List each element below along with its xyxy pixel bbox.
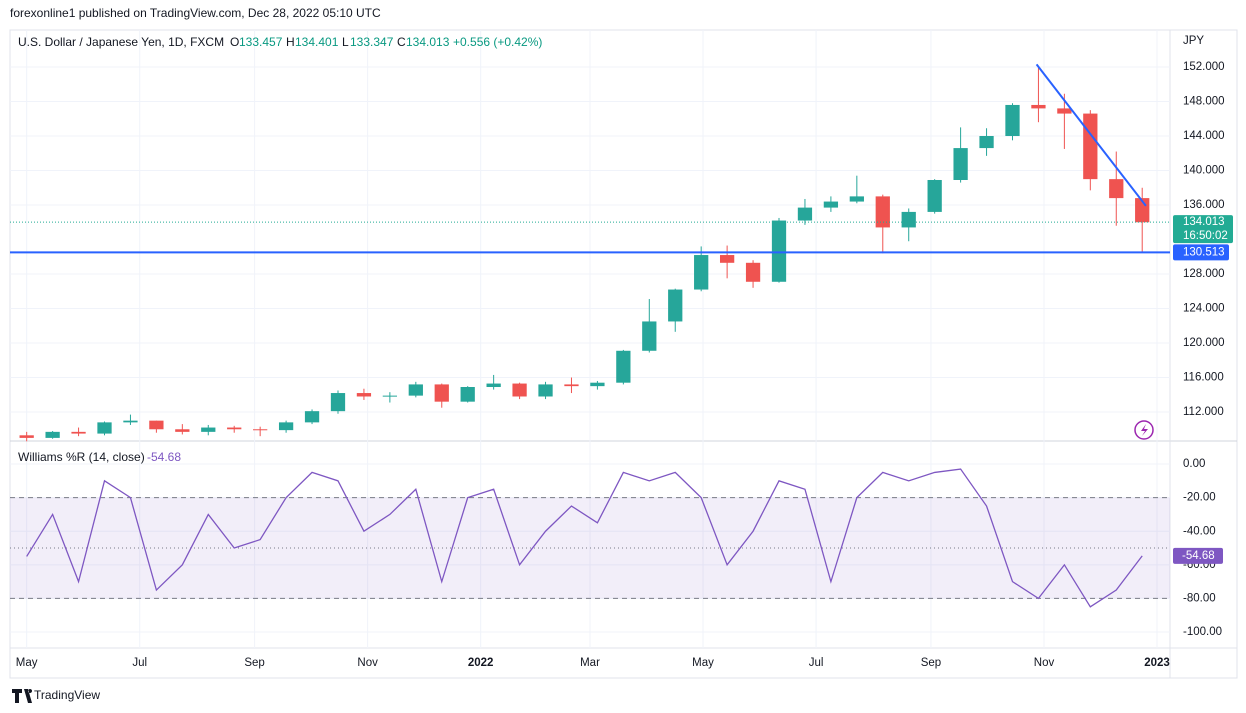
countdown-label: 16:50:02 — [1183, 230, 1228, 242]
x-tick-label: Nov — [357, 657, 378, 669]
tradingview-logo — [12, 689, 33, 703]
value-label: -54.68 — [1182, 550, 1215, 562]
y-tick-label: 140.000 — [1183, 165, 1225, 177]
symbol-title: U.S. Dollar / Japanese Yen, 1D, FXCM — [18, 35, 224, 49]
candle-body — [201, 427, 216, 432]
x-tick-label: Jul — [132, 657, 147, 669]
y-tick-label: 124.000 — [1183, 303, 1225, 315]
candle-body — [849, 196, 864, 202]
level-box — [1173, 244, 1229, 261]
candle-body — [330, 393, 346, 412]
candle-body — [771, 220, 787, 282]
y-tick-label: -100.00 — [1183, 626, 1222, 638]
legend-value: 134.013 — [406, 35, 450, 49]
indicator-title: Williams %R (14, close) — [18, 450, 145, 464]
candle-body — [564, 384, 579, 387]
candle-body — [1057, 108, 1072, 114]
candle-body — [278, 422, 294, 431]
publisher-line: forexonline1 published on TradingView.co… — [10, 6, 381, 20]
candle-body — [227, 427, 242, 430]
candle-body — [823, 201, 839, 208]
candle-body — [642, 321, 657, 351]
candle-body — [1005, 104, 1020, 137]
indicator-value: -54.68 — [147, 450, 181, 464]
x-tick-label: May — [692, 657, 714, 669]
candle-body — [123, 420, 138, 423]
x-tick-label: May — [16, 657, 38, 669]
y-tick-label: -20.00 — [1183, 492, 1216, 504]
legend-value: 134.401 — [295, 35, 339, 49]
candle-body — [253, 429, 268, 431]
currency: JPY — [1183, 35, 1204, 47]
candle-body — [1109, 179, 1124, 199]
legend-label: H — [286, 35, 295, 49]
y-tick-label: -40.00 — [1183, 525, 1216, 537]
candle-body — [434, 384, 449, 402]
candle-body — [304, 411, 320, 423]
candle-body — [45, 431, 60, 438]
candle-body — [382, 395, 398, 397]
legend-label: C — [397, 35, 406, 49]
y-tick-label: 148.000 — [1183, 96, 1225, 108]
level-label: 130.513 — [1183, 246, 1225, 258]
y-tick-label: 128.000 — [1183, 268, 1225, 280]
candle-body — [719, 255, 735, 263]
frame — [9, 29, 1238, 679]
legend-value: 133.347 — [350, 35, 394, 49]
x-tick-label: 2022 — [468, 657, 494, 669]
candle-body — [149, 420, 164, 430]
candle-body — [745, 262, 761, 282]
candle-body — [668, 289, 683, 322]
x-tick-label: 2023 — [1144, 657, 1170, 669]
candle-body — [1083, 113, 1098, 180]
legend-value: 133.457 — [239, 35, 283, 49]
x-tick-label: Jul — [809, 657, 824, 669]
y-tick-label: 144.000 — [1183, 130, 1225, 142]
candle-body — [953, 148, 968, 180]
x-tick-label: Sep — [921, 657, 941, 669]
legend-change: +0.556 (+0.42%) — [453, 35, 542, 49]
candle-body — [616, 350, 631, 383]
lightning-glyph — [1141, 424, 1148, 436]
legend: U.S. Dollar / Japanese Yen, 1D, FXCM O 1… — [18, 35, 542, 464]
y-tick-label: 120.000 — [1183, 337, 1225, 349]
candle-body — [486, 383, 501, 388]
y-tick-label: 152.000 — [1183, 61, 1225, 73]
candle-body — [797, 207, 813, 221]
candle-body — [901, 211, 916, 228]
candle-body — [512, 383, 527, 397]
candle-body — [1031, 104, 1046, 109]
x-tick-label: Mar — [580, 657, 600, 669]
candle-body — [694, 255, 709, 290]
candle-body — [538, 384, 553, 397]
x-tick-label: Sep — [244, 657, 264, 669]
candle-body — [71, 431, 86, 434]
y-tick-label: 0.00 — [1183, 458, 1205, 470]
candle-body — [19, 435, 34, 438]
y-tick-label: -80.00 — [1183, 592, 1216, 604]
candle-body — [460, 387, 475, 402]
last-price-label: 134.013 — [1183, 216, 1225, 228]
x-tick-label: Nov — [1034, 657, 1055, 669]
y-tick-label: 136.000 — [1183, 199, 1225, 211]
candle-body — [979, 136, 994, 149]
y-tick-label: 116.000 — [1183, 372, 1224, 384]
legend-label: O — [230, 35, 239, 49]
candle-body — [175, 429, 190, 432]
candle-body — [97, 422, 112, 434]
legend-label: L — [342, 35, 349, 49]
candle-body — [356, 393, 372, 397]
candle-body — [875, 196, 890, 228]
last-price-box — [1173, 215, 1233, 244]
y-tick-label: 112.000 — [1183, 406, 1224, 418]
brand: TradingView — [34, 688, 100, 702]
williams-line — [26, 468, 1143, 608]
trendline — [1035, 63, 1147, 207]
candle-body — [927, 179, 942, 212]
candle-body — [590, 382, 605, 387]
value-box — [1173, 547, 1223, 564]
candle-body — [408, 384, 423, 396]
